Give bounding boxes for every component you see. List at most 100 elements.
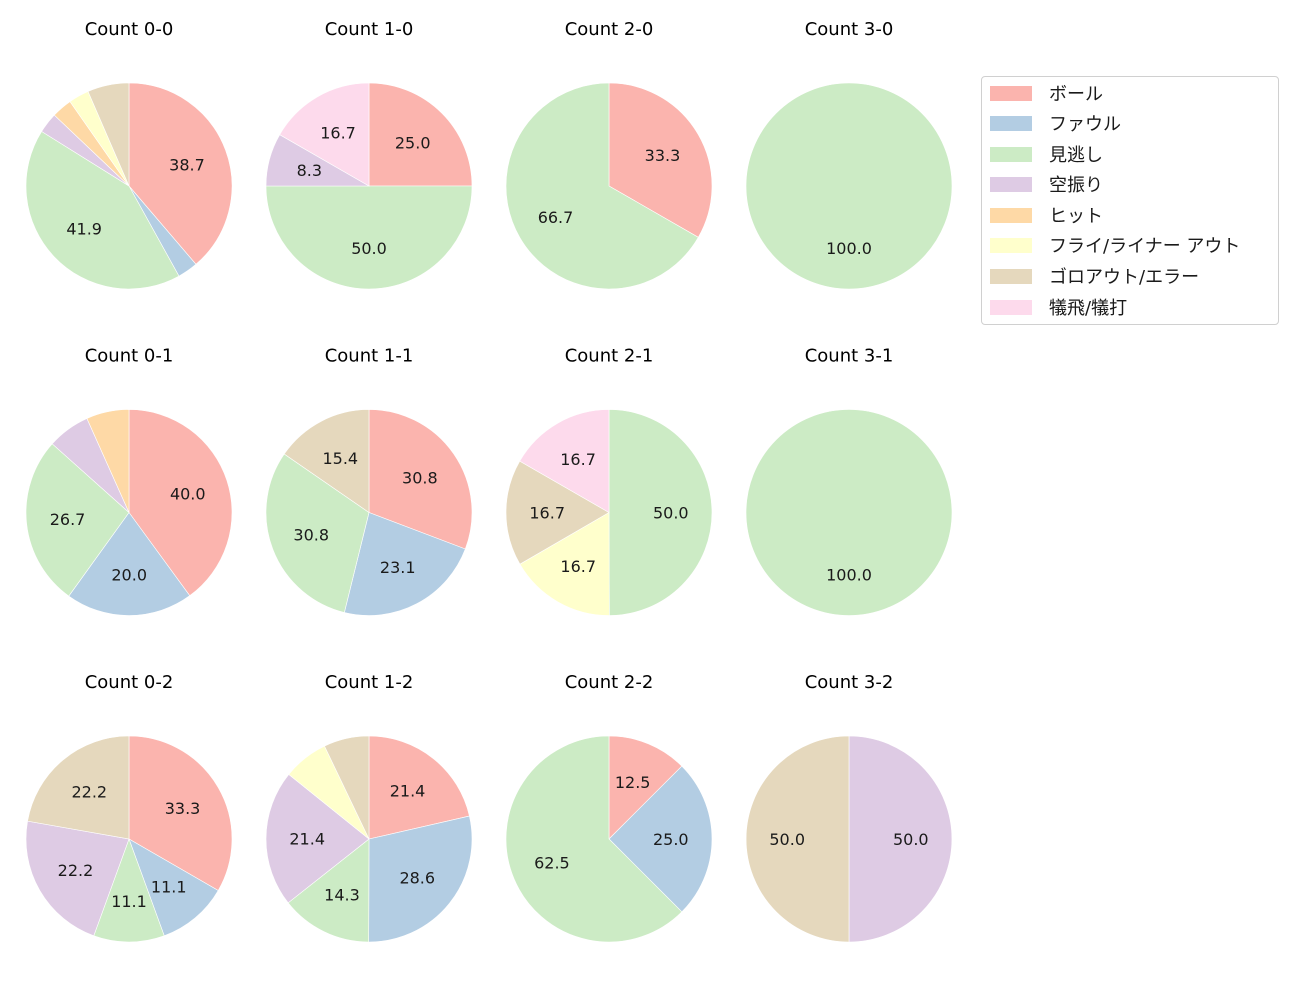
slice-label: 25.0	[653, 830, 689, 849]
pie-slice	[25, 131, 180, 290]
pie-slice	[25, 443, 130, 597]
slice-label: 12.5	[615, 773, 651, 792]
legend-swatch-swinging-strike	[990, 176, 1032, 192]
pie-slice	[68, 511, 191, 616]
slice-label: 50.0	[653, 503, 689, 522]
pie-count-3-1: Count 3-1 100.0	[745, 346, 953, 616]
slice-label: 50.0	[351, 239, 387, 258]
pie-slice	[27, 735, 130, 840]
pie-title: Count 1-0	[325, 19, 414, 40]
pie-count-0-2: Count 0-2 33.3 11.111.1 22.2 22.2	[25, 672, 233, 943]
slice-label: 22.2	[71, 783, 107, 802]
pie-count-2-1: Count 2-1 50.0 16.7 16.7 16.7	[505, 346, 713, 616]
pie-slice	[745, 735, 850, 943]
pie-slice	[608, 82, 713, 238]
pie-title: Count 3-0	[805, 19, 894, 40]
legend-swatch-fly-liner-out	[990, 237, 1032, 253]
pie-title: Count 2-0	[565, 19, 654, 40]
pie-slice	[848, 735, 953, 943]
pie-slice	[279, 82, 370, 187]
pie-count-0-1: Count 0-1 40.0 20.0 26.7	[25, 346, 233, 616]
slice-label: 23.1	[380, 558, 416, 577]
pie-title: Count 0-2	[85, 672, 174, 693]
pie-count-3-2: Count 3-2 50.0 50.0	[745, 672, 953, 943]
pie-slice	[86, 409, 130, 513]
pie-count-1-1: Count 1-1 30.8 23.1 30.8 15.4	[265, 346, 473, 616]
pie-slice	[505, 735, 683, 943]
slice-label: 16.7	[529, 504, 565, 523]
pie-slice	[505, 82, 699, 290]
legend-swatch-called-strike	[990, 146, 1032, 162]
slice-label: 11.1	[111, 892, 147, 911]
legend-label: 犠飛/犠打	[1049, 298, 1128, 319]
legend-item-ball: ボール	[990, 81, 1103, 105]
slice-label: 16.7	[320, 124, 356, 143]
pie-slice	[368, 82, 473, 187]
pie-slice	[287, 838, 370, 943]
pie-title: Count 1-1	[325, 346, 414, 367]
slice-label: 26.7	[50, 510, 86, 529]
slice-label: 50.0	[769, 830, 805, 849]
legend-swatch-hit	[990, 207, 1032, 223]
legend-swatch-ball	[990, 85, 1032, 101]
slice-label: 100.0	[826, 239, 872, 258]
pie-count-1-0: Count 1-0 25.0 50.0 8.3 16.7	[265, 19, 473, 290]
pie-title: Count 3-2	[805, 672, 894, 693]
slice-label: 16.7	[560, 557, 596, 576]
pie-title: Count 2-1	[565, 346, 654, 367]
legend-label: 空振り	[1049, 175, 1103, 196]
slice-label: 41.9	[66, 220, 102, 239]
pie-title: Count 0-0	[85, 19, 174, 40]
legend-item-foul: ファウル	[990, 111, 1121, 135]
legend-label: ゴロアウト/エラー	[1049, 267, 1200, 288]
pie-slice	[608, 735, 683, 840]
legend-item-fly-liner-out: フライ/ライナー アウト	[990, 233, 1240, 257]
pie-slice	[128, 82, 233, 265]
pie-slice	[745, 409, 953, 616]
legend-item-hit: ヒット	[990, 203, 1103, 227]
slice-label: 40.0	[170, 484, 206, 503]
slice-label: 38.7	[169, 156, 205, 175]
slice-label: 30.8	[293, 525, 329, 544]
pie-slice	[128, 838, 219, 937]
legend-label: ボール	[1049, 84, 1103, 105]
legend-label: 見逃し	[1049, 145, 1103, 166]
pie-slice	[265, 773, 370, 904]
legend: ボール ファウル 見逃し 空振り ヒット フライ/ライナー アウト ゴロアウト/…	[981, 76, 1279, 325]
legend-label: ファウル	[1049, 114, 1121, 135]
legend-label: ヒット	[1049, 206, 1103, 227]
slice-label: 8.3	[297, 161, 322, 180]
pie-slice	[128, 735, 233, 891]
slice-label: 62.5	[534, 854, 570, 873]
pie-count-1-2: Count 1-2 21.4 28.6 14.3 21.4	[265, 672, 473, 943]
pie-slice	[368, 815, 473, 943]
legend-item-called-strike: 見逃し	[990, 142, 1103, 166]
pie-title: Count 1-2	[325, 672, 414, 693]
pie-slice	[343, 512, 466, 616]
legend-swatch-groundout-error	[990, 268, 1032, 284]
pie-count-3-0: Count 3-0 100.0	[745, 19, 953, 290]
slice-label: 33.3	[645, 146, 681, 165]
pie-title: Count 0-1	[85, 346, 174, 367]
slice-label: 30.8	[402, 468, 438, 487]
pie-slice	[324, 735, 370, 840]
pie-count-0-0: Count 0-0 38.7 41.9	[25, 19, 233, 290]
legend-item-sacrifice: 犠飛/犠打	[990, 295, 1127, 319]
pie-slice	[25, 820, 130, 937]
pie-slice	[745, 82, 953, 290]
slice-label: 22.2	[58, 861, 94, 880]
legend-label: フライ/ライナー アウト	[1049, 236, 1241, 257]
pie-title: Count 2-2	[565, 672, 654, 693]
pie-title: Count 3-1	[805, 346, 894, 367]
slice-label: 100.0	[826, 565, 872, 584]
slice-label: 33.3	[165, 799, 201, 818]
slice-label: 66.7	[538, 208, 574, 227]
slice-label: 28.6	[399, 869, 435, 888]
legend-item-swinging-strike: 空振り	[990, 172, 1103, 196]
slice-label: 21.4	[390, 782, 426, 801]
pie-slice	[93, 838, 165, 943]
slice-label: 50.0	[893, 830, 929, 849]
pie-slice	[519, 511, 610, 616]
legend-item-groundout-error: ゴロアウト/エラー	[990, 264, 1199, 288]
